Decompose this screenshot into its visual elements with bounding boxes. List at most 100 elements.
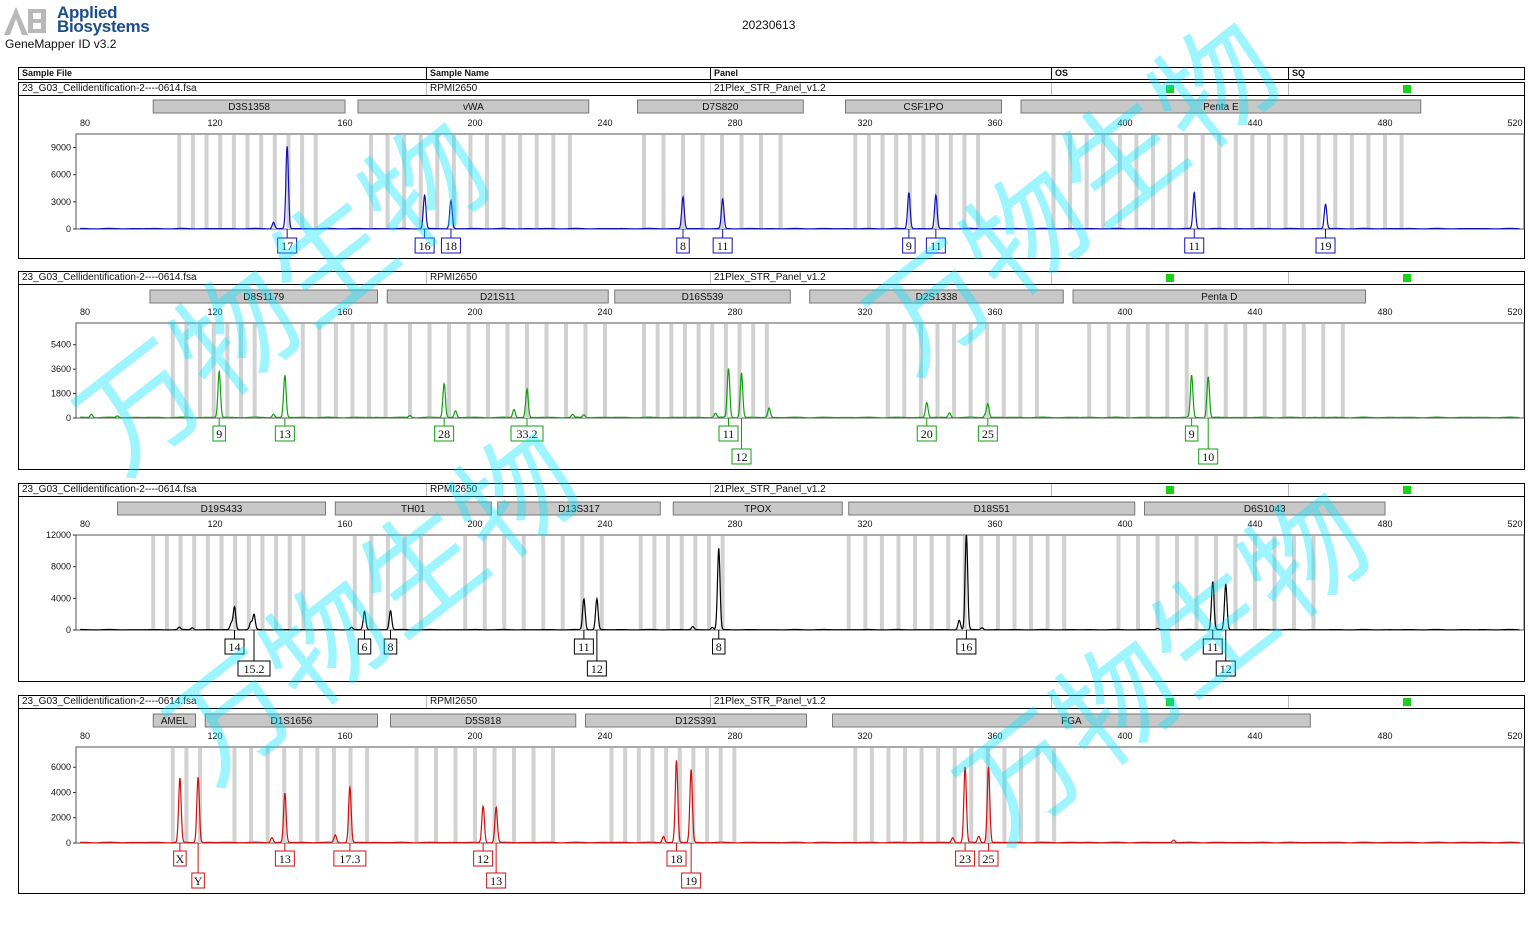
allele-label: 25	[982, 427, 994, 441]
bin-stripe	[383, 324, 388, 418]
y-tick-label: 5400	[51, 340, 71, 350]
allele-label-box	[573, 638, 594, 655]
allele-label: 8	[680, 239, 686, 253]
bin-stripe	[333, 324, 338, 418]
bin-stripe	[1349, 135, 1354, 229]
sample-info-row: 23_G03_Cellidentification-2----0614.fsa …	[19, 484, 1524, 497]
bin-stripe	[1117, 135, 1122, 229]
plot-frame	[75, 133, 1525, 230]
allele-label: 19	[1320, 239, 1332, 253]
column-os: OS	[1055, 68, 1069, 78]
bin-stripe	[669, 324, 674, 418]
bin-stripe	[1175, 536, 1179, 630]
bin-stripe	[1068, 135, 1073, 229]
os-quality-flag	[1166, 85, 1174, 93]
brand-line-1: Applied	[57, 3, 118, 22]
x-tick-label: 200	[467, 118, 482, 128]
sq-quality-flag	[1403, 274, 1411, 282]
bin-stripe	[1399, 135, 1404, 229]
locus-box	[614, 289, 791, 304]
plot-frame	[75, 322, 1525, 419]
allele-label-box	[473, 850, 494, 867]
locus-label: FGA	[1061, 716, 1082, 727]
allele-label: 8	[716, 640, 722, 654]
bin-stripe	[1272, 536, 1277, 630]
allele-label: 12	[736, 450, 748, 464]
y-tick-label: 0	[66, 838, 71, 848]
bin-stripe	[482, 536, 487, 630]
allele-label: X	[176, 852, 185, 866]
x-tick-label: 160	[337, 731, 352, 741]
y-tick-label: 6000	[51, 762, 71, 772]
bin-stripe	[1084, 135, 1089, 229]
bin-stripe	[544, 324, 549, 418]
bin-stripe	[655, 324, 660, 418]
locus-box	[672, 501, 843, 516]
x-tick-label: 120	[207, 307, 222, 317]
allele-label-box	[237, 660, 271, 677]
brand-line-2: Biosystems	[57, 17, 150, 36]
locus-box	[152, 99, 346, 114]
allele-label-box	[586, 660, 607, 677]
locus-label: D21S11	[480, 292, 516, 303]
allele-label: 15.2	[244, 662, 265, 676]
x-tick-label: 280	[727, 731, 742, 741]
bin-stripe	[1126, 324, 1131, 418]
bin-stripe	[1001, 324, 1006, 418]
bin-stripe	[453, 748, 458, 843]
sample-name-value: RPMI2650	[430, 272, 478, 283]
bin-stripe	[505, 324, 510, 418]
x-tick-label: 400	[1117, 519, 1132, 529]
x-tick-label: 360	[987, 519, 1002, 529]
allele-label-box	[1315, 237, 1336, 254]
bin-stripe	[700, 135, 705, 229]
bin-stripe	[1136, 536, 1140, 630]
y-tick-label: 4000	[51, 593, 71, 603]
bin-stripe	[298, 748, 303, 843]
bin-stripe	[1250, 135, 1255, 229]
locus-box	[585, 713, 807, 728]
locus-box	[149, 289, 378, 304]
bin-stripe	[502, 536, 507, 630]
locus-label: Penta E	[1203, 102, 1239, 113]
bin-stripe	[231, 135, 236, 229]
bin-stripe	[919, 748, 924, 843]
locus-label: D13S317	[558, 504, 600, 515]
allele-label-box	[925, 237, 946, 254]
bin-stripe	[1150, 135, 1155, 229]
bin-stripe	[682, 324, 687, 418]
allele-label-box	[1198, 448, 1219, 465]
locus-label: TPOX	[744, 504, 772, 515]
bin-stripe	[1018, 324, 1023, 418]
allele-label: 17	[281, 239, 293, 253]
bin-stripe	[1087, 324, 1092, 418]
panel-value: 21Plex_STR_Panel_v1.2	[714, 83, 826, 94]
panel-value: 21Plex_STR_Panel_v1.2	[714, 484, 826, 495]
bin-stripe	[414, 748, 419, 843]
locus-label: D5S818	[465, 716, 502, 727]
os-quality-flag	[1166, 486, 1174, 494]
x-tick-label: 280	[727, 519, 742, 529]
sample-file-value: 23_G03_Cellidentification-2----0614.fsa	[22, 272, 197, 283]
bin-stripe	[1134, 135, 1139, 229]
bin-stripe	[969, 748, 974, 843]
allele-label-box	[955, 850, 976, 867]
locus-label: vWA	[463, 102, 484, 113]
allele-label-box	[357, 638, 372, 655]
bin-stripe	[650, 748, 655, 843]
allele-label-box	[1202, 638, 1223, 655]
allele-label-box	[916, 425, 937, 442]
bin-stripe	[219, 536, 224, 630]
allele-label: 11	[1188, 239, 1200, 253]
locus-box	[1072, 289, 1366, 304]
signal-trace	[80, 146, 1520, 230]
allele-label-box	[956, 638, 977, 655]
bin-stripe	[1340, 324, 1345, 418]
locus-label: D3S1358	[228, 102, 270, 113]
bin-stripe	[869, 748, 874, 843]
bin-stripe	[952, 324, 957, 418]
os-quality-flag	[1166, 274, 1174, 282]
sample-info-row: 23_G03_Cellidentification-2----0614.fsa …	[19, 272, 1524, 285]
allele-label-box	[274, 850, 295, 867]
